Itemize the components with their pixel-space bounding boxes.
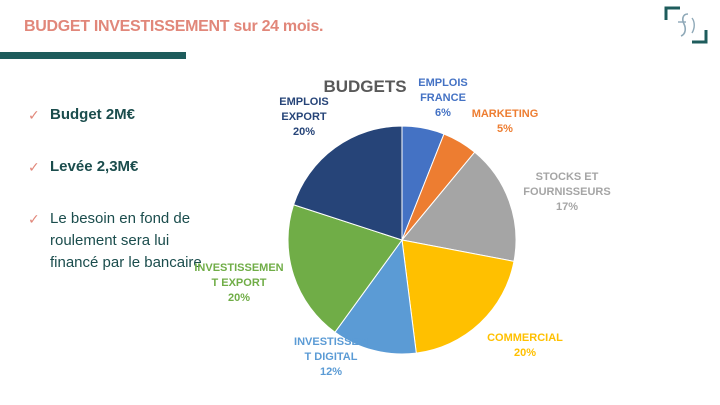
bullet-text: Budget 2M€ — [50, 106, 136, 123]
bullet-item: ✓ Le besoin en fond de roulement sera lu… — [28, 208, 213, 274]
pie-slice — [287, 204, 403, 333]
company-logo-icon — [664, 6, 708, 44]
check-icon: ✓ — [28, 107, 40, 123]
pie-slice — [292, 125, 403, 241]
bullet-list: ✓ Budget 2M€ ✓ Levée 2,3M€ ✓ Le besoin e… — [28, 104, 213, 274]
bullet-item: ✓ Budget 2M€ — [28, 104, 213, 126]
slice-label: INVESTISSEM T DIGITAL 12% — [294, 336, 368, 378]
chart-title: BUDGETS — [323, 77, 406, 96]
slide-title: BUDGET INVESTISSEMENT sur 24 mois. — [24, 18, 324, 35]
slice-label: MARKETING 5% — [472, 108, 539, 135]
slice-label: STOCKS ET FOURNISSEURS 17% — [523, 171, 610, 213]
check-icon: ✓ — [28, 159, 40, 175]
bullet-text: Le besoin en fond de roulement sera lui … — [50, 210, 202, 271]
pie-slice — [401, 151, 517, 262]
bullet-text: Levée 2,3M€ — [50, 158, 139, 175]
slice-label: EMPLOIS FRANCE 6% — [418, 77, 468, 119]
pie-slice — [334, 238, 417, 355]
pie-slice — [401, 239, 515, 354]
check-icon: ✓ — [28, 211, 40, 227]
slice-label: EMPLOIS EXPORT 20% — [279, 96, 329, 138]
title-underline — [0, 52, 186, 59]
slice-label: COMMERCIAL 20% — [487, 332, 563, 359]
slice-label: INVESTISSEMEN T EXPORT 20% — [194, 262, 283, 304]
bullet-item: ✓ Levée 2,3M€ — [28, 156, 213, 178]
